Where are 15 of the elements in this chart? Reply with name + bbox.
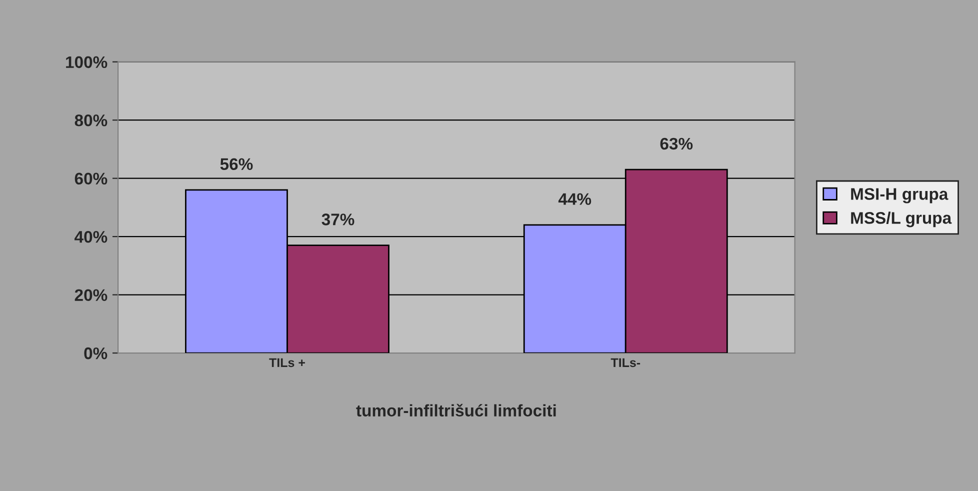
y-tick-label: 0% [84, 347, 108, 360]
legend-label: MSI-H grupa [851, 188, 948, 204]
y-tick-label: 20% [74, 289, 108, 301]
text: 56% [220, 158, 253, 170]
y-tick-label: 40% [74, 230, 108, 243]
x-tick-label: TILs- [610, 358, 640, 368]
legend-label: MSS/L grupa [851, 212, 952, 228]
y-tick-label: 60% [74, 172, 108, 185]
x-tick-label: TILs + [269, 358, 305, 368]
y-tick-label: 80% [74, 114, 108, 126]
text: 37% [322, 214, 354, 226]
text: 44% [558, 193, 592, 205]
y-tick-label: 100% [66, 56, 108, 68]
text: 63% [660, 138, 693, 150]
x-axis-title: tumor-infiltrišući limfociti [356, 404, 556, 417]
